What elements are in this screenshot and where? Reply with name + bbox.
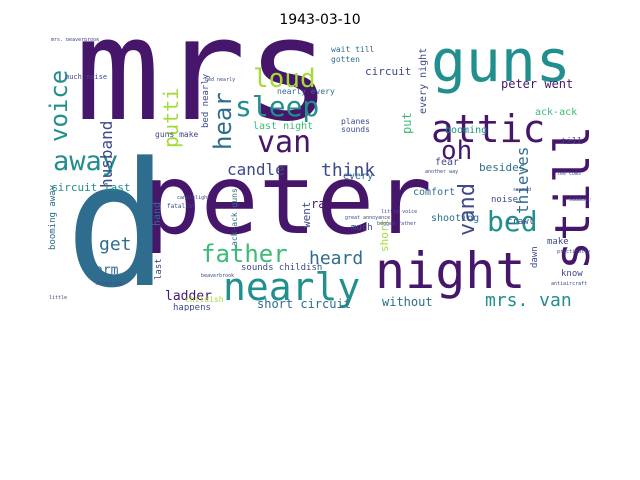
word-seemed: seemed <box>513 187 532 193</box>
word-guns-make: guns make <box>155 130 199 139</box>
word-little: little <box>49 295 68 301</box>
word-ack-ack-guns: ack-ack guns <box>230 188 239 246</box>
word-cloud: mrs peter d night still guns attic nearl… <box>45 38 591 311</box>
word-hand: hand <box>152 201 163 226</box>
word-d: d <box>65 125 169 312</box>
word-begged-father: begged father <box>377 221 417 227</box>
word-without: without <box>382 295 433 309</box>
word-bed: bed <box>487 205 538 238</box>
word-much: much <box>351 223 373 233</box>
word-mrs-beaverbrook: mrs. beaverbrook <box>51 38 100 43</box>
word-planes: planes <box>341 117 370 126</box>
word-wait-till: wait till <box>331 45 375 54</box>
word-happens: happens <box>173 303 211 312</box>
word-suddenly: suddenly <box>569 197 591 203</box>
word-shooting: shooting <box>431 213 480 224</box>
word-lee-cows: lee cows <box>557 171 582 177</box>
word-crawl: crawl <box>507 217 535 227</box>
word-know: know <box>561 269 583 279</box>
word-arm: arm <box>95 263 119 278</box>
word-till: till <box>561 137 583 147</box>
word-bed-nearly-2: bed nearly <box>205 77 236 83</box>
word-circuit: circuit <box>365 65 412 78</box>
chart-title: 1943-03-10 <box>279 12 361 28</box>
word-sounds: sounds <box>341 125 370 134</box>
word-fatalist: fatalist <box>167 203 196 210</box>
word-little-voice: little voice <box>381 209 418 215</box>
word-ladder: ladder <box>165 289 212 304</box>
word-went: went <box>300 201 313 229</box>
word-circuit-last: circuit last <box>51 181 131 194</box>
word-great-annoyance: great annoyance <box>345 215 391 221</box>
word-loud: loud <box>253 64 316 94</box>
word-dawn: dawn <box>530 246 540 268</box>
word-peter: peter <box>143 144 432 256</box>
word-fear: fear <box>435 157 460 168</box>
word-night: night <box>375 242 526 300</box>
word-short-circuit: short circuit <box>257 297 351 311</box>
word-father: father <box>201 240 288 268</box>
word-practically: practically <box>557 249 591 255</box>
word-mrs: mrs <box>75 38 332 153</box>
word-put: put <box>400 112 414 134</box>
word-mrs-van: mrs. van <box>485 290 572 311</box>
word-vand: vand <box>455 183 480 236</box>
word-guns: guns <box>431 38 571 95</box>
word-nearly-every: nearly every <box>277 87 335 96</box>
word-candle: candle <box>227 160 285 179</box>
word-besides: besides <box>479 161 526 174</box>
word-get: get <box>99 234 132 255</box>
word-last-night: last night <box>253 121 314 132</box>
word-van: van <box>257 125 312 160</box>
word-nearly: nearly <box>223 265 361 309</box>
word-every-night: every night <box>418 47 429 114</box>
word-attic: attic <box>431 107 546 151</box>
word-comfort: comfort <box>413 187 456 198</box>
word-shivering: shivering <box>95 281 123 287</box>
word-last: last <box>154 258 164 280</box>
word-every: every <box>343 171 374 182</box>
word-sounds-childish: sounds childish <box>241 263 323 273</box>
word-antiaircraft: antiaircraft <box>551 281 588 287</box>
word-make: make <box>547 237 569 247</box>
word-oh: oh <box>441 136 473 166</box>
word-gotten: gotten <box>331 55 360 64</box>
word-rat: rat <box>311 197 333 211</box>
word-noise: noise <box>491 195 519 205</box>
word-childish: childish <box>185 295 224 304</box>
word-peter-went: peter went <box>501 77 574 91</box>
word-candlelight: candlelight <box>177 195 211 201</box>
word-away: away <box>53 146 119 177</box>
word-beaverbrook: beaverbrook <box>201 273 235 279</box>
word-think: think <box>321 160 376 181</box>
word-booming-away: booming away <box>48 184 58 250</box>
word-booming: booming <box>445 125 488 136</box>
word-heard: heard <box>309 248 364 269</box>
word-sleep: sleep <box>235 90 320 123</box>
word-another-way: another way <box>425 169 459 175</box>
word-much-noise: much noise <box>65 73 108 81</box>
word-hear: hear <box>209 92 237 150</box>
word-husband: husband <box>97 120 116 188</box>
word-ack-ack: ack-ack <box>535 107 578 118</box>
